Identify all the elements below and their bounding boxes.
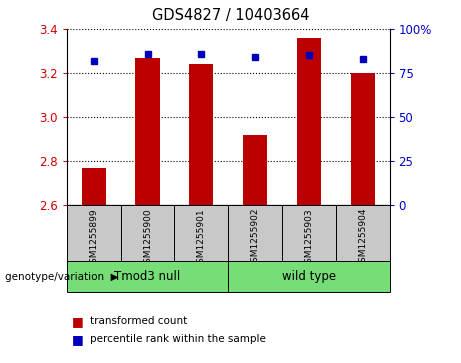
Bar — [297, 38, 321, 205]
Bar — [336, 205, 390, 261]
Bar — [67, 261, 228, 292]
Text: GSM1255899: GSM1255899 — [89, 208, 98, 269]
Text: GSM1255902: GSM1255902 — [251, 208, 260, 268]
Text: ■: ■ — [71, 333, 83, 346]
Text: GSM1255901: GSM1255901 — [197, 208, 206, 269]
Bar — [228, 205, 282, 261]
Bar — [350, 73, 375, 205]
Text: transformed count: transformed count — [90, 316, 187, 326]
Text: GSM1255903: GSM1255903 — [304, 208, 313, 269]
Text: GDS4827 / 10403664: GDS4827 / 10403664 — [152, 8, 309, 23]
Text: GSM1255904: GSM1255904 — [358, 208, 367, 268]
Bar — [121, 205, 174, 261]
Text: genotype/variation  ▶: genotype/variation ▶ — [5, 272, 118, 282]
Bar — [189, 64, 213, 205]
Bar — [228, 261, 390, 292]
Bar — [243, 135, 267, 205]
Bar — [136, 58, 160, 205]
Bar — [82, 168, 106, 205]
Text: percentile rank within the sample: percentile rank within the sample — [90, 334, 266, 344]
Bar — [67, 205, 121, 261]
Text: wild type: wild type — [282, 270, 336, 283]
Bar — [174, 205, 228, 261]
Text: ■: ■ — [71, 315, 83, 328]
Text: Tmod3 null: Tmod3 null — [114, 270, 181, 283]
Bar — [282, 205, 336, 261]
Text: GSM1255900: GSM1255900 — [143, 208, 152, 269]
